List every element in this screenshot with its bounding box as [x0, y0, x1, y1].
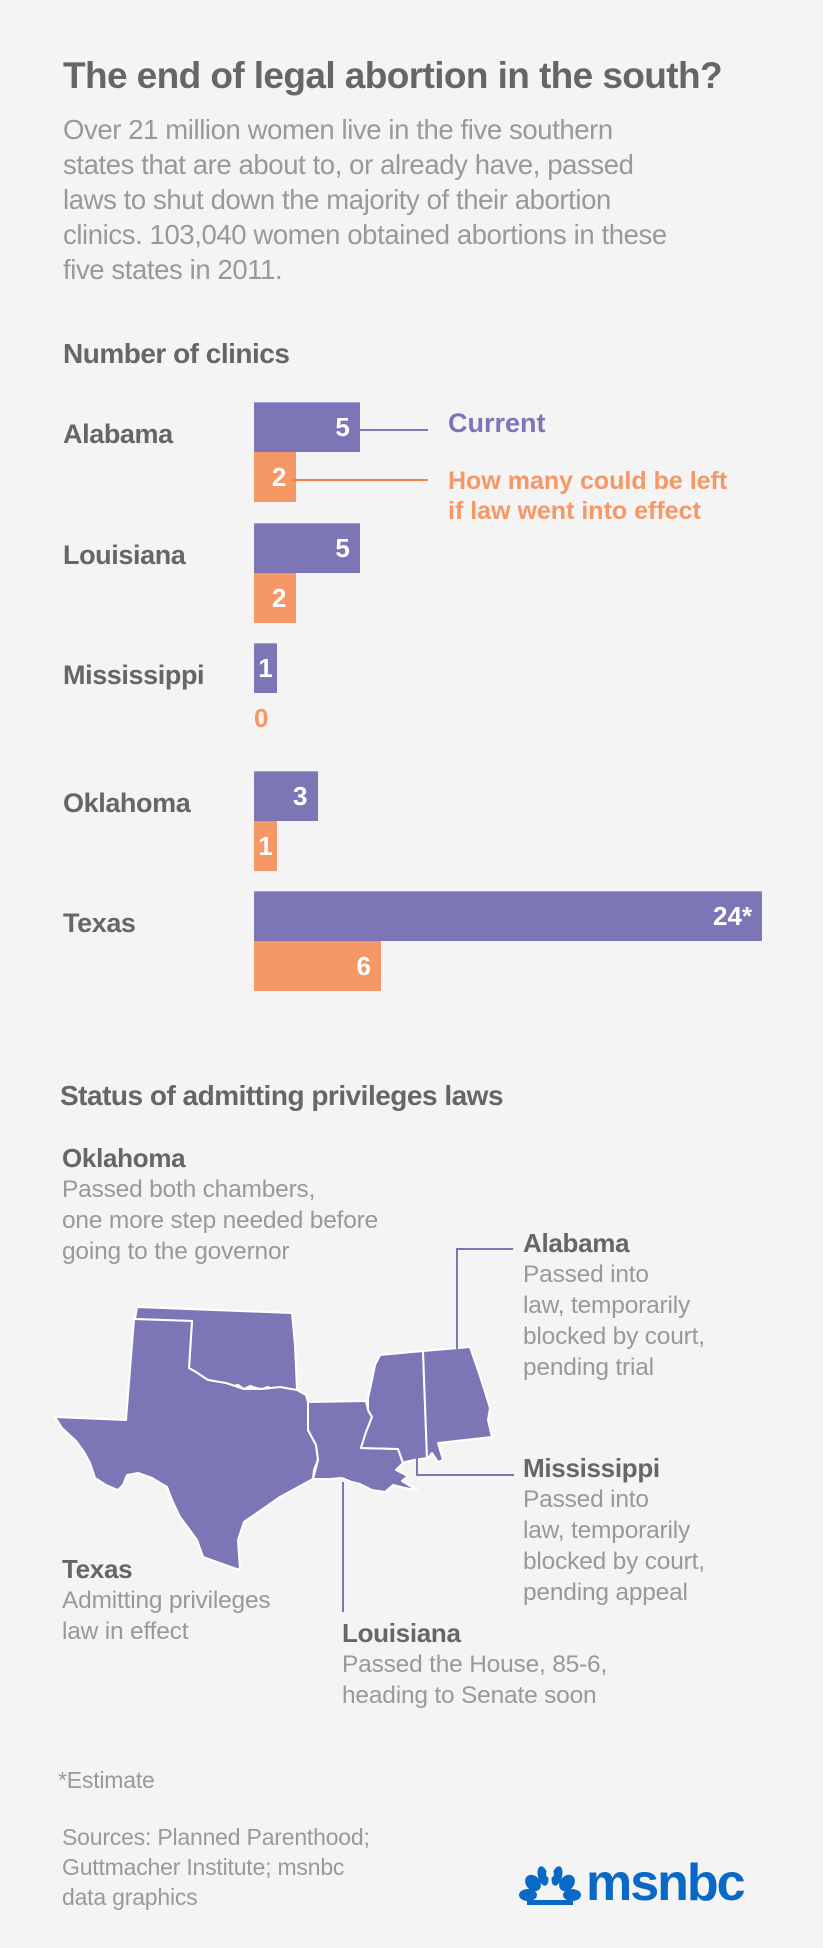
bar-value-label: 2: [271, 582, 287, 613]
alabama-leader-line: [456, 1248, 513, 1349]
annotation-line: law, temporarily: [523, 1517, 690, 1544]
msnbc-wordmark: msnbc: [586, 1854, 746, 1912]
legend-current-leader: [360, 429, 428, 431]
annotation-line: Admitting privileges: [62, 1587, 271, 1614]
bar-value-label: 3: [293, 781, 308, 811]
annotation-line: Passed the House, 85-6,: [342, 1651, 608, 1678]
msnbc-logo: [519, 1864, 581, 1911]
annotation-line: pending trial: [523, 1354, 654, 1381]
state-label-texas: Texas: [63, 908, 136, 938]
bar-after-texas: 6: [254, 941, 382, 991]
annotation-texas: Texas Admitting privileges law in effect: [62, 1554, 271, 1647]
state-label-louisiana: Louisiana: [63, 540, 186, 570]
intro-line: Over 21 million women live in the five s…: [63, 114, 613, 145]
intro-line: states that are about to, or already hav…: [63, 149, 634, 180]
bar-after-mississippi-zero-label: 0: [254, 703, 269, 733]
peacock-icon: [519, 1866, 581, 1905]
bar-value-label: 1: [258, 830, 273, 861]
annotation-heading: Louisiana: [342, 1618, 461, 1648]
map-section-title: Status of admitting privileges laws: [60, 1080, 504, 1111]
annotation-heading: Texas: [62, 1554, 133, 1584]
annotation-heading: Oklahoma: [62, 1143, 186, 1173]
annotation-line: blocked by court,: [523, 1548, 705, 1575]
annotation-oklahoma: Oklahoma Passed both chambers, one more …: [62, 1143, 378, 1267]
annotation-heading: Alabama: [523, 1228, 630, 1258]
bar-current-mississippi: 1: [254, 643, 277, 693]
mississippi-leader-line: [416, 1458, 514, 1476]
bar-value-label: 2: [271, 461, 287, 492]
sources-line: data graphics: [62, 1884, 198, 1910]
state-label-oklahoma: Oklahoma: [63, 788, 191, 818]
sources-line: Guttmacher Institute; msnbc: [62, 1854, 345, 1880]
intro-text: Over 21 million women live in the five s…: [63, 112, 783, 287]
bar-after-louisiana: 2: [254, 573, 297, 623]
chart-title: Number of clinics: [63, 338, 290, 369]
intro-line: five states in 2011.: [63, 254, 283, 285]
annotation-line: Passed both chambers,: [62, 1176, 316, 1203]
annotation-line: law in effect: [62, 1618, 189, 1645]
legend-after-line: How many could be left: [448, 467, 728, 495]
annotation-line: blocked by court,: [523, 1323, 705, 1350]
page-title: The end of legal abortion in the south?: [63, 55, 723, 96]
annotation-mississippi: Mississippi Passed into law, temporarily…: [523, 1453, 705, 1608]
legend-current: Current: [448, 408, 546, 438]
legend-after-line: if law went into effect: [448, 497, 701, 525]
intro-line: clinics. 103,040 women obtained abortion…: [63, 219, 667, 250]
bar-after-oklahoma: 1: [254, 821, 277, 871]
state-label-alabama: Alabama: [63, 419, 173, 449]
map-state-mississippi: [360, 1350, 428, 1464]
annotation-alabama: Alabama Passed into law, temporarily blo…: [523, 1228, 705, 1383]
state-label-mississippi: Mississippi: [63, 660, 205, 690]
annotation-line: Passed into: [523, 1486, 649, 1513]
annotation-line: going to the governor: [62, 1238, 290, 1265]
annotation-louisiana: Louisiana Passed the House, 85-6, headin…: [342, 1618, 607, 1711]
annotation-line: law, temporarily: [523, 1292, 690, 1319]
map-state-texas: [54, 1318, 319, 1571]
map-state-alabama: [422, 1346, 493, 1463]
legend-after: How many could be left if law went into …: [448, 466, 778, 526]
bar-current-louisiana: 5: [254, 523, 360, 573]
bar-value-label: 5: [335, 412, 350, 442]
bar-after-alabama: 2: [254, 452, 297, 502]
legend-after-leader: [292, 479, 428, 481]
bar-value-label: 24*: [713, 901, 753, 931]
bar-current-oklahoma: 3: [254, 771, 318, 821]
annotation-line: one more step needed before: [62, 1207, 379, 1234]
sources: Sources: Planned Parenthood; Guttmacher …: [62, 1822, 370, 1912]
bar-value-label: 5: [335, 533, 350, 563]
annotation-line: pending appeal: [523, 1579, 688, 1606]
states-map: [54, 1248, 514, 1612]
bar-current-texas: 24*: [254, 891, 763, 941]
bar-value-label: 1: [258, 653, 273, 683]
annotation-heading: Mississippi: [523, 1453, 660, 1483]
intro-line: laws to shut down the majority of their …: [63, 184, 611, 215]
estimate-note: *Estimate: [58, 1767, 155, 1793]
annotation-line: Passed into: [523, 1261, 649, 1288]
annotation-line: heading to Senate soon: [342, 1682, 597, 1709]
bar-value-label: 6: [356, 950, 372, 981]
bar-current-alabama: 5: [254, 402, 360, 452]
sources-line: Sources: Planned Parenthood;: [62, 1824, 370, 1850]
